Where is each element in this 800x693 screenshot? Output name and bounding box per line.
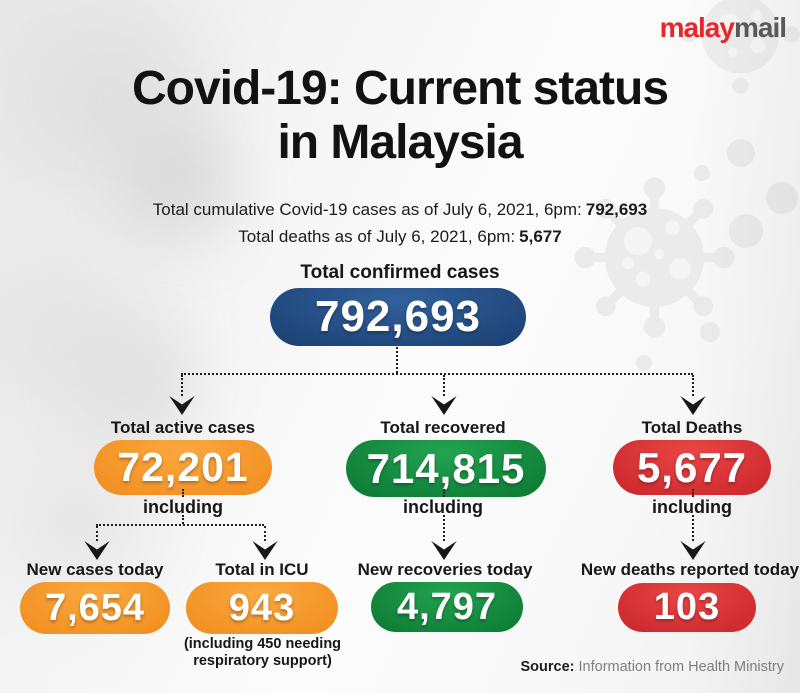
recovered-label: Total recovered [380,418,506,437]
decor-dot [766,182,798,214]
connector-line [182,515,184,524]
new-cases-value-pill: 7,654 [20,582,170,634]
confirmed-value-pill: 792,693 [270,288,526,346]
arrow-down-icon [84,541,110,560]
icu-note-line-1: (including 450 needing [183,636,342,652]
active-value-pill: 72,201 [94,440,272,495]
deaths-label: Total Deaths [641,418,743,437]
subtitle-line-2-label: Total deaths as of July 6, 2021, 6pm: [238,227,516,246]
recovered-value-pill: 714,815 [346,440,546,497]
connector-line [692,515,694,541]
connector-line [443,489,445,497]
new-recoveries-value-pill: 4,797 [371,582,523,632]
deaths-value-pill: 5,677 [613,440,771,495]
connector-line [96,526,98,541]
new-cases-label: New cases today [26,560,164,579]
connector-line [181,375,183,396]
background-photo-blob [105,70,255,300]
decor-dot [729,214,763,248]
subtitle-line-1-label: Total cumulative Covid-19 cases as of Ju… [152,200,582,219]
subtitle-line-2: Total deaths as of July 6, 2021, 6pm: 5,6… [0,223,800,250]
active-including-label: including [143,497,223,517]
arrow-down-icon [169,396,195,415]
source-credit: Source: Information from Health Ministry [521,659,784,675]
active-label: Total active cases [110,418,256,437]
icu-label: Total in ICU [215,560,309,579]
connector-line [182,489,184,497]
arrow-down-icon [680,541,706,560]
connector-line [264,526,266,541]
malaymail-logo: malaymail [659,12,787,44]
page-title: Covid-19: Current status in Malaysia [0,62,800,170]
arrow-down-icon [680,396,706,415]
connector-line [396,347,398,373]
title-line-1: Covid-19: Current status [131,62,669,115]
subtitle-line-1: Total cumulative Covid-19 cases as of Ju… [0,196,800,223]
logo-part-red: malay [659,12,735,43]
subtitle-line-1-value: 792,693 [585,200,648,219]
connector-line [692,489,694,497]
icu-value-pill: 943 [186,582,338,634]
virus-graphic [574,177,735,338]
icu-note-line-2: respiratory support) [193,653,332,669]
confirmed-label: Total confirmed cases [300,262,500,283]
connector-line [443,375,445,396]
connector-line [96,524,264,526]
decor-dot [694,165,710,181]
arrow-down-icon [252,541,278,560]
deaths-including-label: including [652,497,732,517]
virus-graphic-small [681,0,800,94]
connector-line [443,515,445,541]
new-deaths-value-pill: 103 [618,583,756,632]
source-label: Source: [520,659,575,675]
connector-line [692,375,694,396]
connector-line [181,373,693,375]
logo-part-gray: mail [733,12,787,43]
decor-dot [700,322,720,342]
icu-note: (including 450 needing respiratory suppo… [165,636,360,670]
title-line-2: in Malaysia [277,116,523,169]
new-deaths-label: New deaths reported today [580,560,800,579]
subtitle-line-2-value: 5,677 [519,227,562,246]
new-recoveries-label: New recoveries today [357,560,533,579]
subtitle: Total cumulative Covid-19 cases as of Ju… [0,196,800,250]
recovered-including-label: including [403,497,483,517]
arrow-down-icon [431,396,457,415]
decor-dot [636,355,652,371]
arrow-down-icon [431,541,457,560]
decor-dot [727,139,755,167]
source-text: Information from Health Ministry [578,659,784,675]
